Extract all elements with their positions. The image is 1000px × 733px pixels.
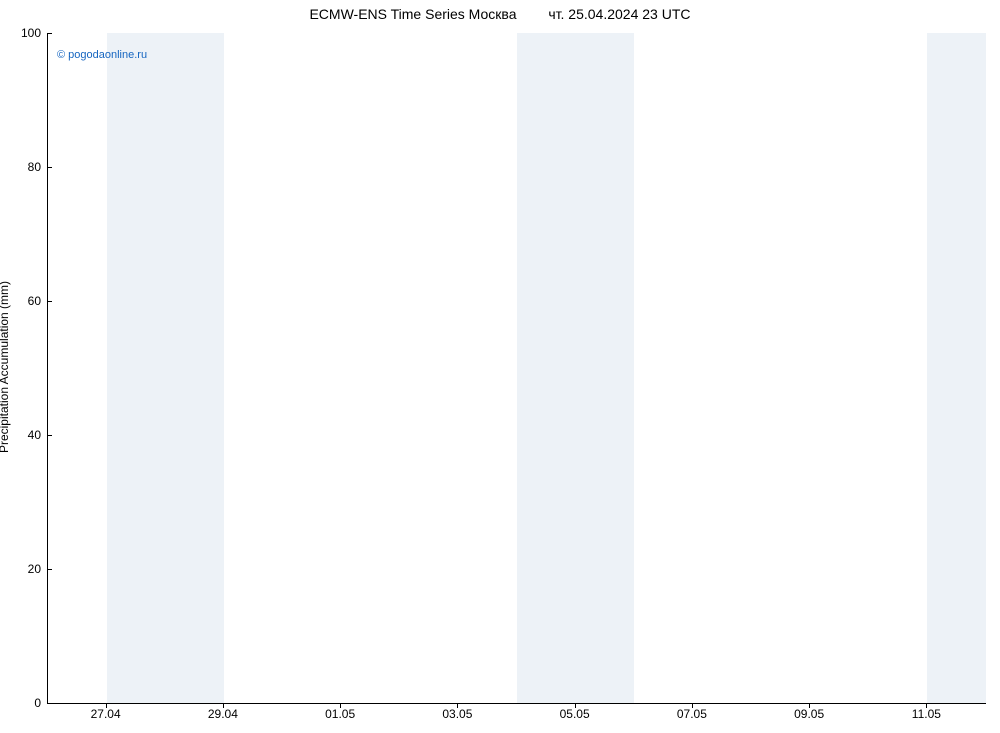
chart-title-right: чт. 25.04.2024 23 UTC <box>548 6 690 22</box>
chart-title-row: ECMW-ENS Time Series Москва чт. 25.04.20… <box>0 6 1000 22</box>
y-tick-mark <box>47 435 52 436</box>
x-tick-mark <box>692 703 693 708</box>
plot-area <box>47 33 986 704</box>
chart-title-left: ECMW-ENS Time Series Москва <box>309 6 516 22</box>
x-tick-mark <box>926 703 927 708</box>
x-tick-label: 27.04 <box>76 707 136 721</box>
y-tick-label: 80 <box>0 160 47 174</box>
x-tick-label: 09.05 <box>779 707 839 721</box>
y-tick-mark <box>47 301 52 302</box>
y-tick-label: 0 <box>0 696 47 710</box>
x-tick-mark <box>575 703 576 708</box>
y-tick-label: 40 <box>0 428 47 442</box>
x-tick-label: 05.05 <box>545 707 605 721</box>
chart-container: ECMW-ENS Time Series Москва чт. 25.04.20… <box>0 0 1000 733</box>
y-tick-label: 60 <box>0 294 47 308</box>
x-tick-label: 07.05 <box>662 707 722 721</box>
x-tick-mark <box>809 703 810 708</box>
y-tick-label: 20 <box>0 562 47 576</box>
x-tick-label: 29.04 <box>193 707 253 721</box>
weekend-shade <box>107 33 224 703</box>
x-tick-label: 03.05 <box>427 707 487 721</box>
y-tick-mark <box>47 167 52 168</box>
y-tick-label: 100 <box>0 26 47 40</box>
x-tick-label: 11.05 <box>896 707 956 721</box>
x-tick-mark <box>106 703 107 708</box>
weekend-shade <box>517 33 634 703</box>
x-tick-mark <box>457 703 458 708</box>
watermark: © pogodaonline.ru <box>57 49 147 61</box>
x-tick-label: 01.05 <box>310 707 370 721</box>
y-tick-mark <box>47 703 52 704</box>
x-tick-mark <box>340 703 341 708</box>
y-tick-mark <box>47 569 52 570</box>
weekend-shade <box>927 33 986 703</box>
x-tick-mark <box>223 703 224 708</box>
y-tick-mark <box>47 33 52 34</box>
